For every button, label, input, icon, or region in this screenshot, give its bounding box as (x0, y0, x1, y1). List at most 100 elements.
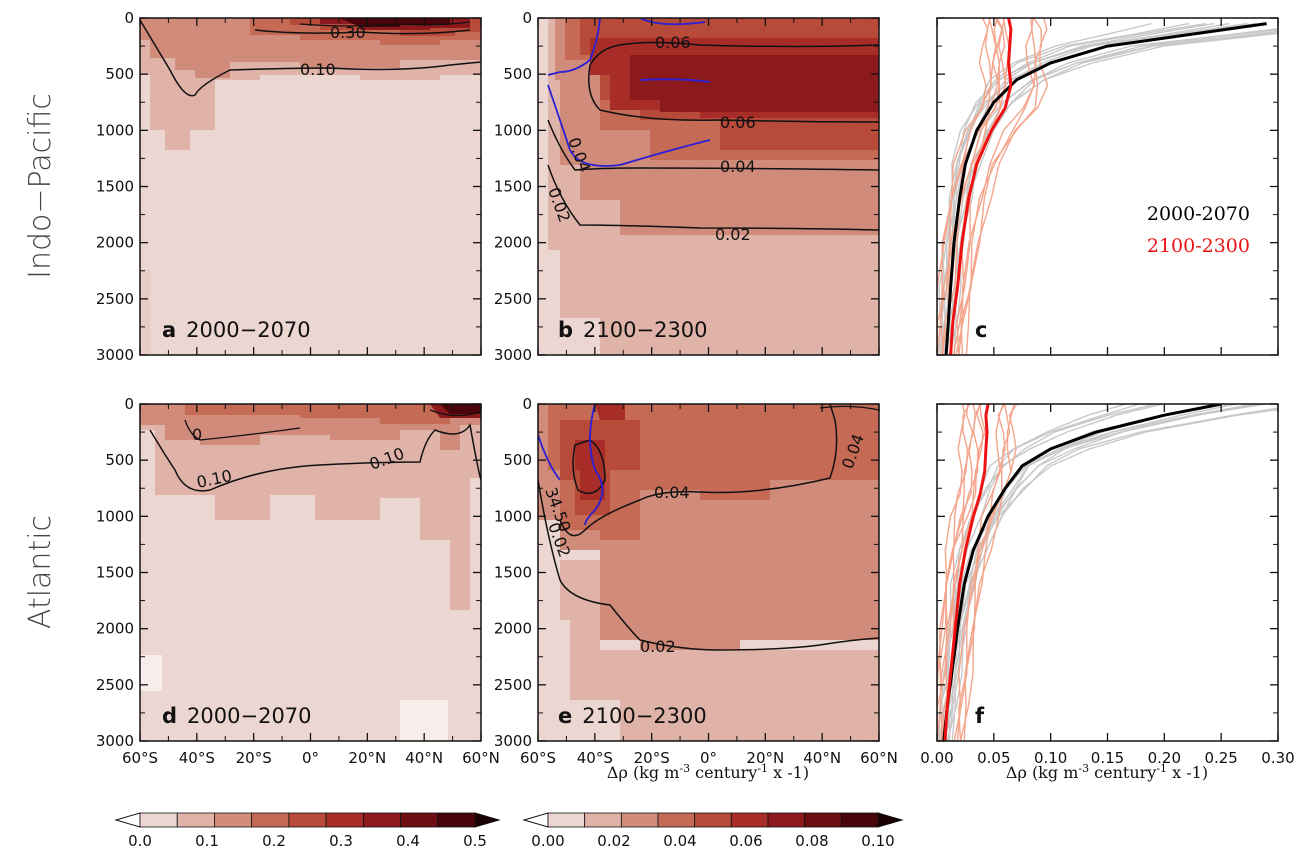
colorbar-left-swatch (139, 812, 178, 828)
y-tick-label: 3000 (494, 346, 532, 364)
x-tick-label: 40°S (577, 749, 613, 767)
panel-d: 0 0.10 0.10 d 2000−2070 (139, 403, 482, 742)
colorbar-right-swatch (547, 812, 586, 828)
colorbar-left-swatch (362, 812, 401, 828)
ensemble-member (941, 22, 1248, 355)
y-tick-label: 0 (522, 395, 532, 413)
colorbar-right-tick-label: 0.02 (597, 832, 630, 850)
y-tick-label: 3000 (96, 346, 134, 364)
ensemble-member (965, 18, 1049, 355)
colorbar-right-swatch (657, 812, 696, 828)
contour-label-b-004a: 0.04 (720, 157, 756, 176)
ensemble-member (937, 18, 992, 355)
colorbar-left-swatch (176, 812, 215, 828)
x-tick-label: 0.15 (1091, 749, 1124, 767)
contour-label-e-004a: 0.04 (654, 483, 690, 502)
ensemble-member (937, 404, 971, 741)
row-label-atlantic: Atlantic (23, 515, 58, 629)
y-tick-label: 2000 (494, 234, 532, 252)
y-tick-label: 1000 (494, 121, 532, 139)
y-tick-label: 2500 (96, 290, 134, 308)
ensemble-member (946, 404, 1266, 741)
legend-red: 2100-2300 (1147, 235, 1250, 257)
y-tick-label: 1500 (494, 564, 532, 582)
ensemble-member (953, 404, 1006, 741)
y-tick-label: 2500 (96, 676, 134, 694)
series-line-2100-2300 (943, 404, 990, 741)
panel-c: c 2000-2070 2100-2300 (936, 17, 1279, 356)
x-tick-label: 20°S (634, 749, 670, 767)
ensemble-member (940, 404, 982, 741)
ensemble-member (948, 32, 1278, 355)
colorbar-right-swatch (767, 812, 806, 828)
ensemble-member (945, 29, 1278, 355)
ensemble-member (941, 18, 1007, 355)
colorbar-left-tick-label: 0.1 (195, 832, 219, 850)
ensemble-member (937, 22, 1207, 355)
contour-label-b-006a: 0.06 (655, 33, 691, 52)
ensemble-member (957, 404, 1011, 741)
x-tick-label: 20°N (746, 749, 784, 767)
y-tick-label: 3000 (96, 732, 134, 750)
colorbar-right-tick-label: 0.08 (795, 832, 828, 850)
colorbar-left-swatch (251, 812, 290, 828)
panel-tag-e: e 2100−2300 (558, 704, 707, 728)
colorbar-right-tick-label: 0.00 (531, 832, 564, 850)
ensemble-member (938, 404, 1261, 741)
contour-label-a-030: 0.30 (330, 23, 366, 42)
x-tick-label: 0.20 (1148, 749, 1181, 767)
x-tick-label: 60°S (520, 749, 556, 767)
ensemble-member (937, 18, 989, 355)
y-tick-label: 0 (124, 9, 134, 27)
axes: 0 500 1000 1500 2000 2500 3000 0 500 1000 1500 2000… (96, 9, 1295, 767)
y-tick-label: 1000 (96, 507, 134, 525)
colorbar-right-swatch (694, 812, 732, 828)
x-tick-label: 0.10 (1034, 749, 1067, 767)
contour-label-b-002a: 0.02 (715, 225, 751, 244)
colorbar-left-high-triangle (474, 812, 501, 828)
ensemble-member (958, 18, 1035, 355)
y-tick-label: 2000 (96, 620, 134, 638)
y-tick-label: 2500 (494, 290, 532, 308)
colorbar-left-tick-label: 0.4 (396, 832, 420, 850)
y-tick-label: 0 (522, 9, 532, 27)
panel-b: 0.06 0.06 0.04 0.04 0.02 0.02 b 2100−2300 (537, 17, 880, 356)
x-tick-label: 60°N (462, 749, 500, 767)
ensemble-member (937, 404, 966, 741)
colorbar-right-swatch (584, 812, 622, 828)
colorbar-left-tick-label: 0.2 (262, 832, 286, 850)
series-line-2000-2070 (944, 22, 1267, 355)
x-unit-label-middle: Δρ (kg m-3 century-1 x -1) (607, 762, 809, 782)
y-tick-label: 1500 (494, 178, 532, 196)
x-tick-label: 40°N (803, 749, 841, 767)
x-tick-label: 0.30 (1261, 749, 1294, 767)
ensemble-member (948, 404, 1237, 741)
y-tick-label: 1500 (96, 178, 134, 196)
y-tick-label: 500 (503, 65, 532, 83)
ensemble-member (938, 22, 1190, 355)
contour-label-e-002a: 0.02 (640, 637, 676, 656)
ensemble-member (948, 404, 1220, 741)
contour-label-a-010: 0.10 (300, 60, 336, 79)
contour-label-d-0: 0 (192, 425, 202, 444)
ensemble-member (940, 22, 1256, 355)
colorbar-right-swatch (620, 812, 659, 828)
ensemble-member (937, 404, 987, 741)
y-tick-label: 2000 (494, 620, 532, 638)
x-unit-label-right: Δρ (kg m-3 century-1 x -1) (1006, 762, 1208, 782)
y-tick-label: 500 (503, 451, 532, 469)
x-tick-label: 60°S (122, 749, 158, 767)
y-tick-label: 1000 (96, 121, 134, 139)
x-tick-label: 20°N (348, 749, 386, 767)
colorbar-right-tick-label: 0.06 (729, 832, 762, 850)
colorbar-left-swatch (400, 812, 439, 828)
x-tick-label: 0.25 (1204, 749, 1237, 767)
x-tick-label: 0.05 (977, 749, 1010, 767)
panel-tag-b: b 2100−2300 (558, 318, 708, 342)
legend-black: 2000-2070 (1147, 203, 1250, 225)
ensemble-member (951, 404, 1255, 741)
y-tick-label: 1500 (96, 564, 134, 582)
colorbar-left-swatch (437, 812, 476, 828)
colorbar-right-low-triangle (522, 812, 549, 828)
y-tick-label: 1000 (494, 507, 532, 525)
